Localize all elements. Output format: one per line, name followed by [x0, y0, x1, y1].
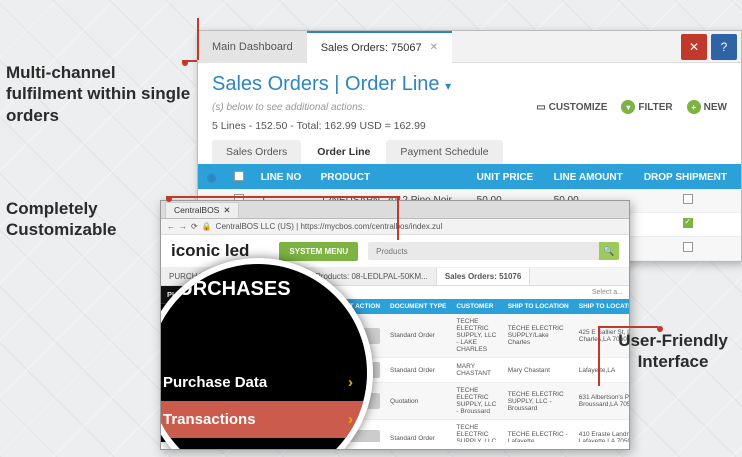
- col-ship-to-location: SHIP TO LOCATION: [503, 299, 574, 314]
- help-button[interactable]: ?: [711, 34, 737, 60]
- col-checkbox-all[interactable]: [225, 166, 253, 189]
- forward-arrow-icon[interactable]: →: [179, 222, 187, 231]
- search-icon[interactable]: 🔍: [599, 242, 619, 260]
- lens-item-reports[interactable]: Reports ›: [160, 438, 367, 450]
- browser-tab-centralbos[interactable]: CentralBOS ✕: [165, 202, 239, 218]
- new-button[interactable]: + NEW: [687, 100, 727, 114]
- col-drop-shipment: DROP SHIPMENT: [636, 166, 741, 189]
- subtab-sales-orders[interactable]: Sales Orders: [212, 140, 301, 164]
- hint-and-actions-row: (s) below to see additional actions. ▭ C…: [198, 98, 741, 120]
- callout-connector-line: [598, 326, 658, 328]
- tab-main-dashboard[interactable]: Main Dashboard: [198, 31, 307, 63]
- left-navigation-panel: PURCHASES ✕ Purchase Data Transactions R…: [161, 286, 311, 442]
- product-search-input[interactable]: [368, 247, 599, 256]
- callout-dot: [166, 196, 172, 202]
- order-summary-text: 5 Lines - 152.50 - Total: 162.99 USD = 1…: [198, 120, 741, 140]
- close-tab-icon[interactable]: ✕: [430, 42, 438, 53]
- callout-dot: [657, 326, 663, 332]
- col-customer: CUSTOMER: [451, 299, 502, 314]
- callout-connector-line-vert: [397, 196, 399, 240]
- callout-connector-line-vert: [197, 18, 199, 60]
- app-body: PURCHASES ✕ Purchase Data Transactions R…: [161, 286, 629, 442]
- lock-icon: 🔒: [202, 222, 212, 231]
- plus-icon: +: [687, 100, 701, 114]
- centralbos-window: CentralBOS ✕ ← → ⟳ 🔒 CentralBOS LLC (US)…: [160, 200, 630, 450]
- address-bar-text[interactable]: CentralBOS LLC (US) | https://mycbos.com…: [216, 222, 443, 231]
- col-ship-to-address: SHIP TO LOCATION ADDRESS: [574, 299, 629, 314]
- col-eye[interactable]: ◉: [198, 166, 225, 189]
- iconic-led-logo: iconic led: [171, 241, 249, 261]
- tab-sales-orders-75067[interactable]: Sales Orders: 75067 ✕: [307, 31, 452, 63]
- lens-item-purchase-data[interactable]: Purchase Data ›: [160, 364, 367, 401]
- callout-dot: [182, 60, 188, 66]
- col-line-no: LINE NO: [253, 166, 313, 189]
- select-action-label: Select a...: [311, 286, 629, 299]
- callout-completely-customizable: Completely Customizable: [6, 198, 156, 241]
- browser-tab-bar: CentralBOS ✕: [161, 201, 629, 219]
- callout-connector-line-vert: [598, 326, 600, 386]
- close-window-button[interactable]: ✕: [681, 34, 707, 60]
- col-line-amount: LINE AMOUNT: [546, 166, 636, 189]
- lens-item-transactions[interactable]: Transactions ›: [160, 401, 367, 438]
- filter-icon: ▾: [621, 100, 635, 114]
- callout-connector-line: [166, 196, 398, 198]
- customize-button[interactable]: ▭ CUSTOMIZE: [536, 102, 607, 113]
- system-menu-button[interactable]: SYSTEM MENU: [279, 242, 358, 261]
- page-tab-sales-orders[interactable]: Sales Orders: 51076: [437, 268, 531, 285]
- col-product: PRODUCT: [313, 166, 469, 189]
- filter-button[interactable]: ▾ FILTER: [621, 100, 672, 114]
- page-title: Sales Orders | Order Line ▾: [198, 63, 741, 98]
- window-tabbar: Main Dashboard Sales Orders: 75067 ✕ ✕ ?: [198, 31, 741, 63]
- browser-address-bar: ← → ⟳ 🔒 CentralBOS LLC (US) | https://my…: [161, 219, 629, 235]
- col-unit-price: UNIT PRICE: [469, 166, 546, 189]
- product-search-bar[interactable]: 🔍: [368, 242, 619, 260]
- order-subtabs: Sales Orders Order Line Payment Schedule: [198, 140, 741, 166]
- col-document-type: DOCUMENT TYPE: [385, 299, 451, 314]
- back-arrow-icon[interactable]: ←: [167, 222, 175, 231]
- close-browser-tab-icon[interactable]: ✕: [223, 205, 230, 216]
- subtab-order-line[interactable]: Order Line: [303, 140, 384, 164]
- subtab-payment-schedule[interactable]: Payment Schedule: [386, 140, 502, 164]
- refresh-icon[interactable]: ⟳: [191, 222, 198, 231]
- callout-multichannel-fulfilment: Multi-channel fulfilment within single o…: [6, 62, 196, 126]
- callout-user-friendly-interface: User-Friendly Interface: [608, 330, 738, 373]
